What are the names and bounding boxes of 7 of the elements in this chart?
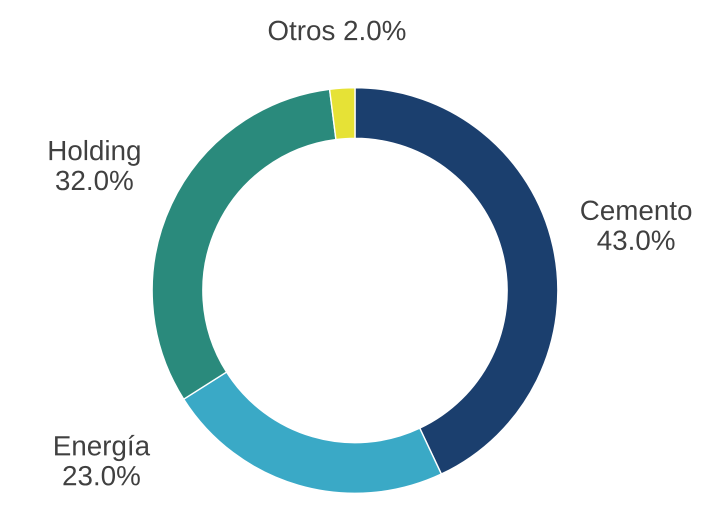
slice-label: Cemento [581,200,692,220]
data-label: 43.0% [597,230,675,250]
data-label: 32.0% [56,170,133,190]
data-label: 23.0% [63,466,140,486]
slice-label: Energía [55,434,150,462]
slice-label: Holding [50,140,140,166]
slice-label: Otros 2.0% [268,20,406,40]
